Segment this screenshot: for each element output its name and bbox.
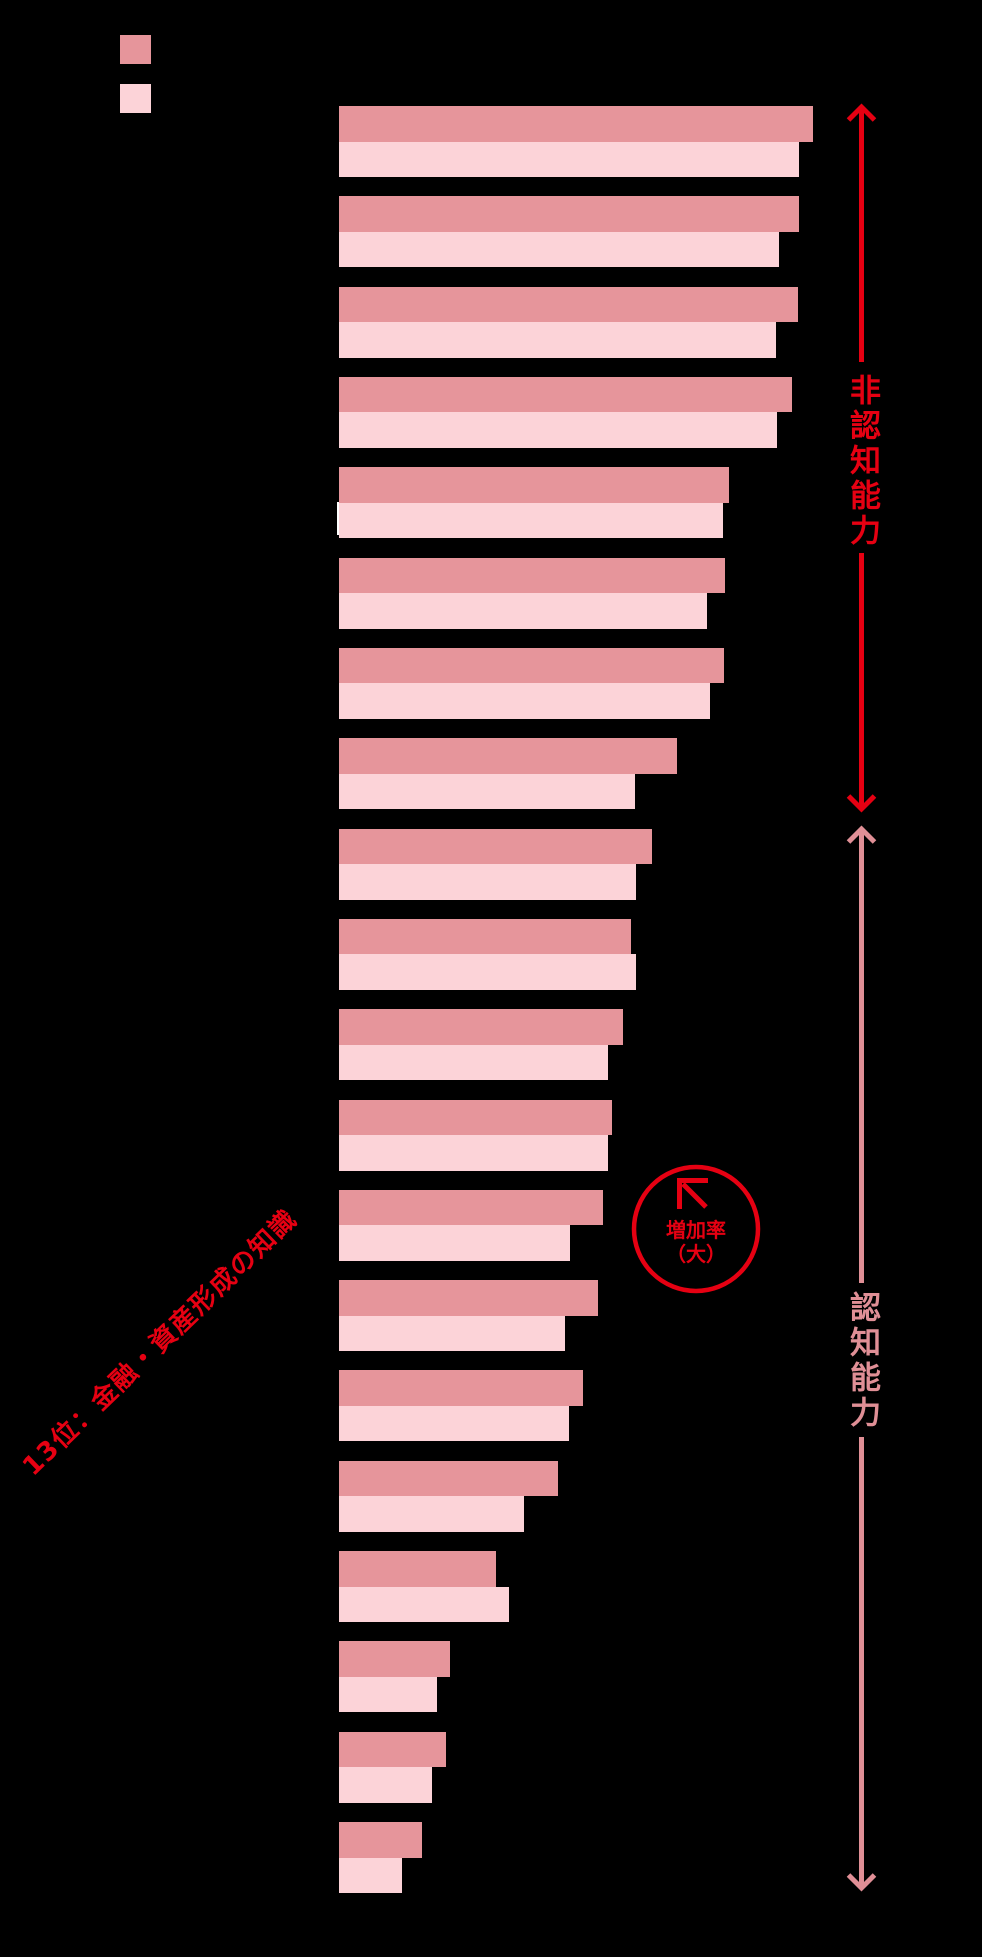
bar-dark-10 (339, 918, 631, 955)
legend-swatch-light (120, 84, 151, 113)
bar-light-4 (339, 412, 777, 448)
axis-tick-white (336, 502, 339, 535)
bar-light-10 (339, 954, 636, 990)
bar-dark-11 (339, 1009, 623, 1045)
bar-light-16 (339, 1496, 524, 1532)
bar-light-11 (339, 1044, 608, 1081)
bar-dark-7 (339, 647, 724, 684)
bar-light-13 (339, 1225, 570, 1261)
bar-dark-15 (339, 1370, 583, 1406)
group-label-noncognitive: 非認知能力 (844, 374, 880, 549)
bar-light-2 (339, 231, 779, 268)
bar-dark-16 (339, 1460, 558, 1497)
group-label-cognitive: 認知能力 (844, 1291, 880, 1431)
bar-light-8 (339, 773, 635, 810)
bar-dark-4 (339, 376, 792, 413)
increase-rate-line2: （大） (666, 1242, 726, 1266)
bar-light-19 (339, 1767, 432, 1803)
bar-dark-12 (339, 1099, 612, 1136)
bar-dark-18 (339, 1641, 450, 1677)
bar-dark-8 (339, 738, 677, 774)
bar-light-5 (339, 502, 723, 539)
increase-rate-line1: 増加率 (666, 1218, 726, 1242)
bar-light-20 (339, 1857, 402, 1894)
legend-swatch-dark (120, 35, 151, 64)
bar-dark-14 (339, 1280, 598, 1316)
bar-dark-19 (339, 1731, 446, 1768)
increase-rate-text: 増加率 （大） (634, 1218, 758, 1266)
bar-dark-3 (339, 286, 798, 323)
bar-dark-20 (339, 1822, 422, 1858)
bar-light-12 (339, 1135, 608, 1171)
bar-dark-1 (339, 106, 813, 142)
bar-light-14 (339, 1315, 565, 1352)
bar-dark-9 (339, 828, 652, 865)
bar-dark-13 (339, 1189, 603, 1226)
bar-light-3 (339, 322, 776, 358)
bar-light-9 (339, 864, 636, 900)
bar-light-6 (339, 593, 707, 629)
bar-light-18 (339, 1676, 437, 1713)
bar-dark-17 (339, 1551, 496, 1587)
bar-dark-5 (339, 467, 729, 503)
bar-dark-6 (339, 557, 725, 594)
bar-light-7 (339, 683, 710, 719)
bar-light-1 (339, 141, 799, 177)
bar-light-15 (339, 1405, 569, 1442)
bar-dark-2 (339, 196, 799, 232)
bar-light-17 (339, 1586, 509, 1623)
